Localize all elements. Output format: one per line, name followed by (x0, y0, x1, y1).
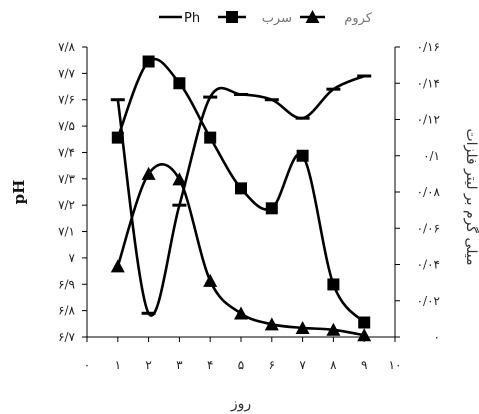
point-lead-marker (111, 131, 124, 144)
point-lead-marker (173, 77, 186, 90)
right-tick-label: ۰/۱۲ (417, 113, 440, 127)
x-tick-label: ۳ (176, 358, 183, 372)
right-tick-label: ۰ (434, 330, 440, 344)
right-tick-label: ۰/۰۸ (417, 185, 441, 199)
point-chromium-marker (326, 322, 341, 336)
x-tick-label: ۶ (269, 358, 275, 372)
point-lead-marker (204, 131, 217, 144)
point-chromium-marker (264, 317, 279, 331)
left-tick-label: ۷/۶ (58, 93, 75, 107)
series-line-chromium (116, 163, 365, 337)
point-chromium-marker (234, 306, 248, 320)
left-tick-label: ۶/۹ (58, 277, 75, 291)
x-tick-label: ۱ (115, 358, 121, 372)
point-chromium-marker (357, 328, 372, 342)
legend-lead-marker (226, 11, 238, 23)
left-tick-label: ۷/۵ (58, 119, 75, 133)
right-tick-label: ۰/۱۶ (417, 40, 440, 54)
left-tick-label: ۷/۳ (58, 172, 75, 186)
legend-chromium-marker (305, 10, 320, 23)
right-axis-title: میلی گرم بر لیتر فلزات (463, 128, 479, 265)
x-tick-label: ۷ (299, 358, 306, 372)
point-chromium-marker (110, 259, 125, 273)
axes: ۶/۷ ۶/۸ ۶/۹ ۷ ۷/۱ ۷/۲ ۷/۳ ۷/۴ ۷/۵ ۷/۶ ۷/۷ ۷/۸ ۰ ۰/۰۲ ۰… (58, 40, 440, 372)
right-tick-label: ۰/۱۴ (417, 76, 440, 90)
point-lead-marker (296, 149, 309, 162)
x-tick-label: ۴ (207, 358, 213, 372)
legend-label-chromium: کروم (344, 11, 372, 26)
x-tick-label: ۸ (330, 358, 337, 372)
legend: Ph سرب کروم (159, 10, 373, 26)
x-tick-label: ۵ (238, 358, 244, 372)
point-lead-marker (142, 55, 155, 68)
right-tick-label: ۰/۰۲ (417, 294, 440, 308)
left-tick-label: ۷/۴ (58, 145, 75, 159)
right-tick-label: ۰/۰۶ (417, 221, 440, 235)
right-tick-label: ۰/۰۴ (417, 258, 440, 272)
x-axis-title: روز (230, 396, 251, 412)
left-tick-label: ۷/۷ (58, 66, 75, 80)
left-tick-label: ۶/۷ (58, 330, 75, 344)
point-lead-marker (235, 182, 247, 195)
point-chromium-marker (295, 320, 310, 334)
plot-area (110, 55, 372, 342)
x-tick-label: ۰ (84, 358, 90, 372)
left-tick-label: ۷/۸ (58, 40, 75, 54)
x-tick-label: ۲ (145, 358, 151, 372)
left-tick-label: ۷ (69, 251, 76, 265)
legend-label-lead: سرب (262, 11, 292, 26)
left-axis-title: pH (10, 180, 28, 205)
series-line-ph (116, 74, 365, 317)
left-tick-label: ۷/۱ (58, 225, 75, 239)
right-tick-label: ۰/۱ (423, 149, 440, 163)
point-lead-marker (327, 278, 340, 291)
point-chromium-marker (141, 166, 156, 180)
left-tick-label: ۷/۲ (58, 198, 75, 212)
point-lead-marker (265, 202, 278, 215)
left-tick-label: ۶/۸ (58, 304, 75, 318)
legend-label-ph: Ph (184, 11, 200, 26)
x-tick-label: ۹ (361, 358, 367, 372)
x-tick-label: ۱۰ (389, 358, 402, 372)
point-chromium-marker (172, 172, 187, 186)
point-lead-marker (358, 316, 371, 329)
point-chromium-marker (203, 273, 218, 287)
